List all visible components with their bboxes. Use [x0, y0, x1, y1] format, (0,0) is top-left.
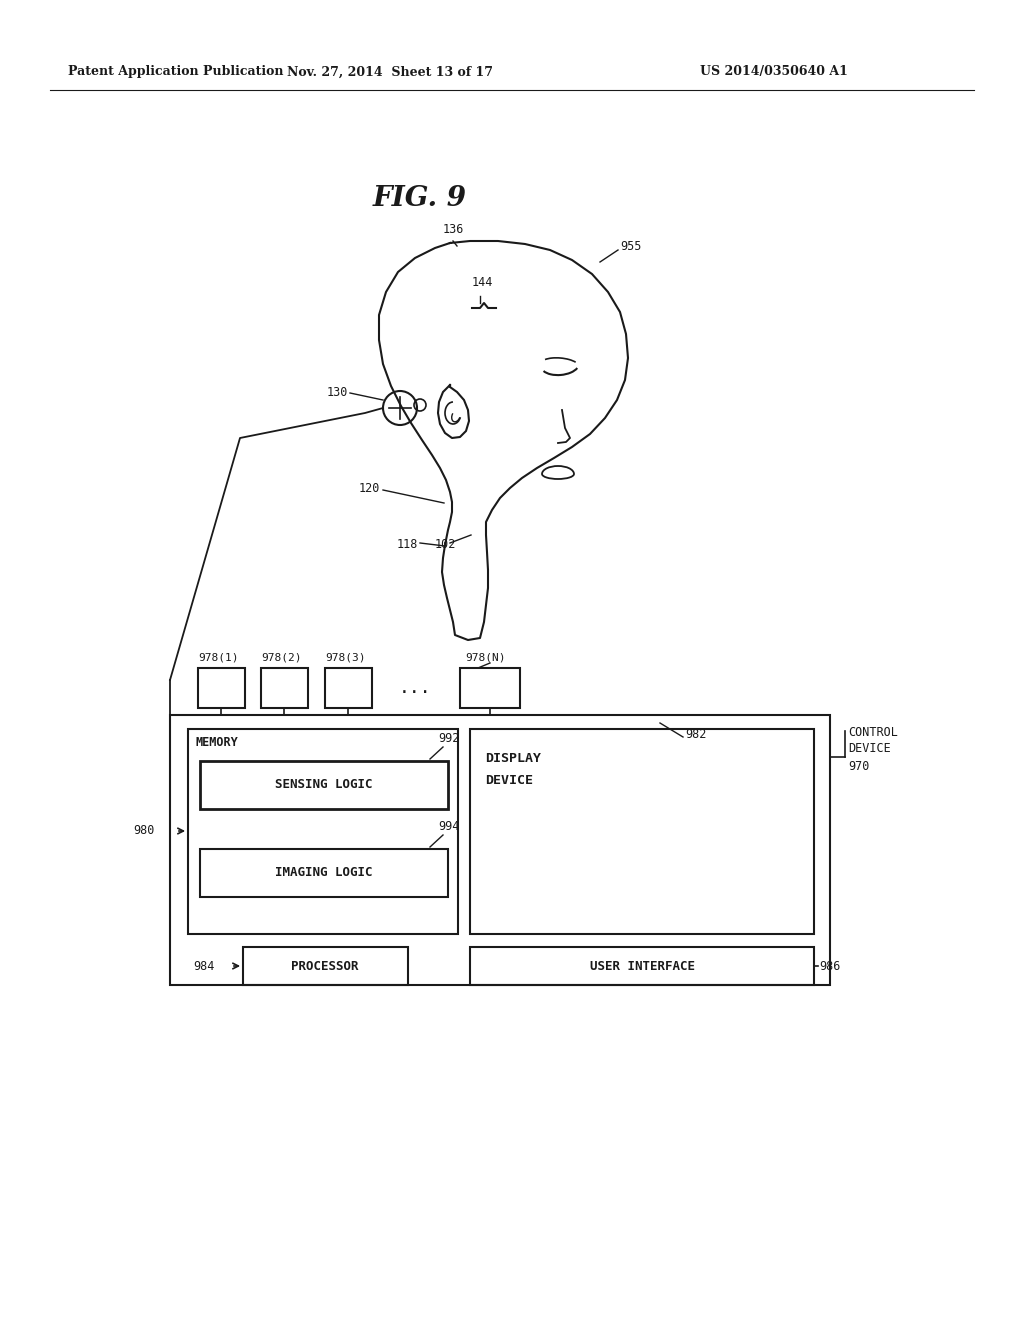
- Text: ...: ...: [398, 678, 431, 697]
- Text: 118: 118: [396, 539, 418, 552]
- Text: 970: 970: [848, 760, 869, 774]
- Text: USER INTERFACE: USER INTERFACE: [590, 960, 694, 973]
- Bar: [200, 849, 449, 898]
- Text: 994: 994: [438, 820, 460, 833]
- Text: 102: 102: [435, 539, 457, 552]
- Text: US 2014/0350640 A1: US 2014/0350640 A1: [700, 66, 848, 78]
- Text: DISPLAY: DISPLAY: [485, 752, 541, 766]
- Text: SENSING LOGIC: SENSING LOGIC: [275, 779, 373, 792]
- Text: 130: 130: [327, 387, 348, 400]
- Text: 986: 986: [819, 960, 841, 973]
- Text: 955: 955: [620, 239, 641, 252]
- Text: 980: 980: [133, 825, 155, 837]
- Bar: [470, 946, 814, 985]
- Text: 136: 136: [443, 223, 464, 236]
- Bar: [325, 668, 372, 708]
- Bar: [460, 668, 520, 708]
- Text: 978(3): 978(3): [325, 653, 366, 663]
- Bar: [188, 729, 458, 935]
- Text: Nov. 27, 2014  Sheet 13 of 17: Nov. 27, 2014 Sheet 13 of 17: [287, 66, 493, 78]
- Text: PROCESSOR: PROCESSOR: [291, 960, 358, 973]
- Text: MEMORY: MEMORY: [196, 737, 239, 750]
- Text: 144: 144: [472, 276, 494, 289]
- Text: 978(2): 978(2): [261, 653, 301, 663]
- Text: 978(1): 978(1): [198, 653, 239, 663]
- Text: 984: 984: [194, 960, 215, 973]
- Text: DEVICE: DEVICE: [848, 742, 891, 755]
- Text: 982: 982: [685, 729, 707, 742]
- Bar: [470, 729, 814, 935]
- Bar: [261, 668, 308, 708]
- Text: IMAGING LOGIC: IMAGING LOGIC: [275, 866, 373, 879]
- Bar: [170, 715, 830, 985]
- Text: 978(N): 978(N): [465, 653, 506, 663]
- Bar: [198, 668, 245, 708]
- Text: 120: 120: [358, 482, 380, 495]
- Text: DEVICE: DEVICE: [485, 775, 534, 788]
- Text: Patent Application Publication: Patent Application Publication: [68, 66, 284, 78]
- Bar: [200, 762, 449, 809]
- Text: CONTROL: CONTROL: [848, 726, 898, 739]
- Text: FIG. 9: FIG. 9: [373, 185, 467, 211]
- Bar: [243, 946, 408, 985]
- Text: 992: 992: [438, 733, 460, 744]
